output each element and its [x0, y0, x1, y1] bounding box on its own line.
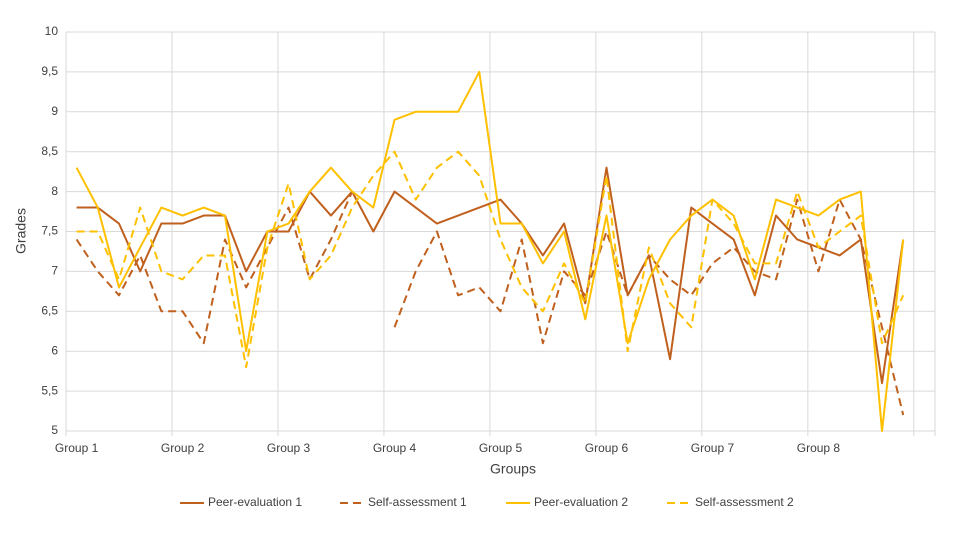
x-tick-label: Group 7 — [691, 441, 735, 455]
y-tick-label: 9 — [51, 104, 58, 118]
x-tick-label: Group 1 — [55, 441, 99, 455]
y-tick-label: 6,5 — [41, 303, 58, 317]
legend-label: Peer-evaluation 2 — [534, 495, 628, 509]
y-tick-label: 5 — [51, 423, 58, 437]
x-tick-label: Group 4 — [373, 441, 417, 455]
y-tick-label: 6 — [51, 343, 58, 357]
x-tick-label: Group 6 — [585, 441, 629, 455]
y-axis-title: Grades — [13, 208, 29, 254]
series-line — [76, 150, 905, 369]
y-tick-label: 8,5 — [41, 144, 58, 158]
x-tick-label: Group 8 — [797, 441, 841, 455]
y-tick-label: 7,5 — [41, 224, 58, 238]
series-line — [75, 70, 905, 432]
series-line — [76, 166, 905, 385]
y-tick-label: 9,5 — [41, 64, 58, 78]
x-tick-label: Group 2 — [161, 441, 205, 455]
y-tick-label: 7 — [51, 264, 58, 278]
y-tick-label: 8 — [51, 184, 58, 198]
legend-label: Self-assessment 2 — [695, 495, 794, 509]
y-tick-label: 5,5 — [41, 383, 58, 397]
y-tick-label: 10 — [45, 24, 59, 38]
x-tick-label: Group 5 — [479, 441, 523, 455]
legend-label: Self-assessment 1 — [368, 495, 467, 509]
series-line — [75, 191, 905, 416]
legend-label: Peer-evaluation 1 — [208, 495, 302, 509]
x-tick-label: Group 3 — [267, 441, 311, 455]
x-axis-title: Groups — [490, 461, 536, 477]
